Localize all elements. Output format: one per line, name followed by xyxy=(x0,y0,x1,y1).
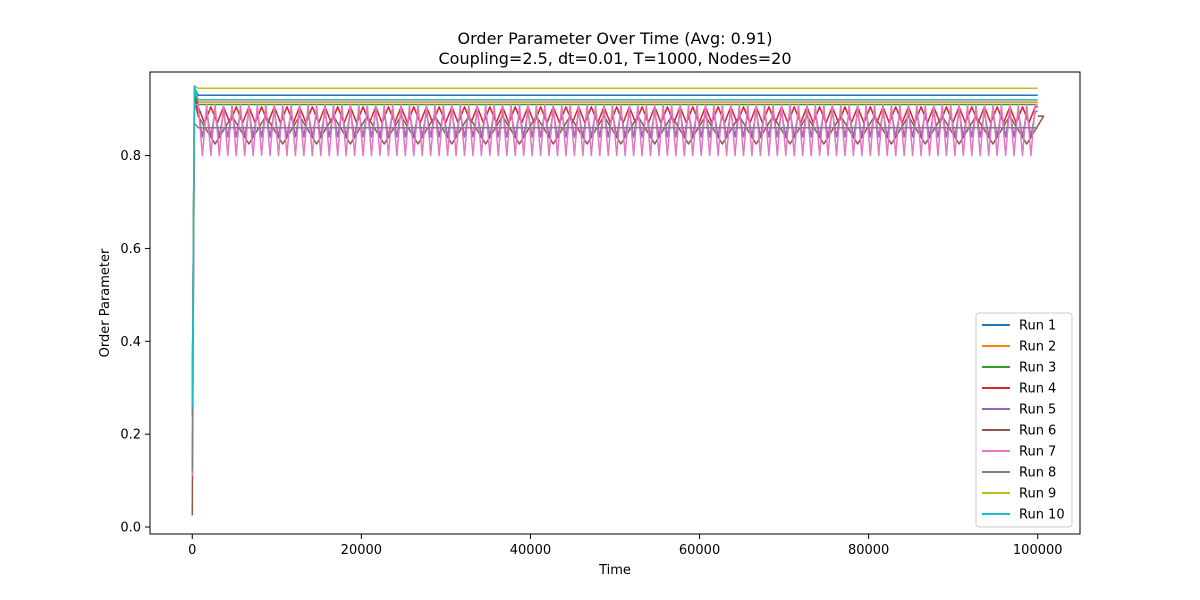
series-line-run-8 xyxy=(191,122,1038,472)
y-tick-label: 0.2 xyxy=(120,428,141,443)
legend: Run 1 Run 2 Run 3 Run 4 Run 5 Run 6 Run 7 Run 8… xyxy=(975,312,1073,528)
legend-label: Run 10 xyxy=(1019,508,1065,523)
y-axis-label: Order Parameter xyxy=(98,248,113,357)
legend-label: Run 8 xyxy=(1019,466,1056,481)
y-tick-label: 0.8 xyxy=(120,149,141,164)
x-tick-label: 60000 xyxy=(679,543,720,558)
series-layer xyxy=(191,85,1045,516)
chart-title: Order Parameter Over Time (Avg: 0.91) xyxy=(458,29,773,48)
x-tick-label: 100000 xyxy=(1013,543,1063,558)
legend-label: Run 1 xyxy=(1019,319,1056,334)
x-tick-label: 20000 xyxy=(341,543,382,558)
series-line-run-5 xyxy=(191,99,1038,416)
series-line-run-7 xyxy=(191,103,1038,476)
legend-label: Run 5 xyxy=(1019,403,1056,418)
x-axis-label: Time xyxy=(598,563,631,578)
y-tick-label: 0.0 xyxy=(120,521,141,536)
legend-label: Run 6 xyxy=(1019,424,1056,439)
chart-subtitle: Coupling=2.5, dt=0.01, T=1000, Nodes=20 xyxy=(438,49,791,68)
y-tick-label: 0.4 xyxy=(120,335,141,350)
y-axis: 0.0 0.2 0.4 0.6 0.8 xyxy=(120,149,150,536)
series-line-run-4 xyxy=(191,96,1038,416)
x-tick-label: 0 xyxy=(188,543,196,558)
x-tick-label: 40000 xyxy=(510,543,551,558)
legend-label: Run 4 xyxy=(1019,382,1056,397)
legend-label: Run 9 xyxy=(1019,487,1056,502)
legend-label: Run 2 xyxy=(1019,340,1056,355)
x-axis: 0 20000 40000 60000 80000 100000 xyxy=(188,534,1063,558)
legend-label: Run 3 xyxy=(1019,361,1056,376)
series-line-run-6 xyxy=(191,99,1045,516)
legend-label: Run 7 xyxy=(1019,445,1056,460)
plot-frame xyxy=(149,71,1081,535)
y-tick-label: 0.6 xyxy=(120,242,141,257)
x-tick-label: 80000 xyxy=(848,543,889,558)
series-line-run-10 xyxy=(191,85,1038,407)
